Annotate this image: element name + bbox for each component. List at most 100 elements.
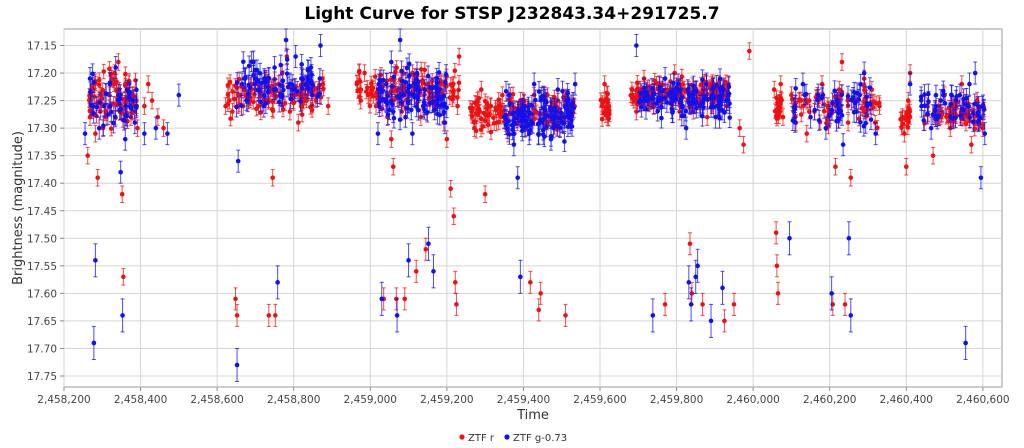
point-ztf-g xyxy=(384,100,390,106)
point-ztf-r xyxy=(969,142,974,147)
point-ztf-r xyxy=(354,81,360,87)
point-ztf-r xyxy=(484,101,490,107)
y-tick-label: 17.25 xyxy=(27,96,57,108)
point-ztf-r xyxy=(773,230,779,236)
point-ztf-g xyxy=(246,82,251,88)
data-points xyxy=(82,28,988,382)
point-ztf-r xyxy=(363,89,369,94)
point-ztf-g xyxy=(273,86,279,92)
point-ztf-g xyxy=(288,96,293,102)
point-ztf-r xyxy=(479,87,484,92)
point-ztf-g xyxy=(257,70,263,76)
point-ztf-r xyxy=(456,54,462,59)
point-ztf-r xyxy=(747,48,752,54)
x-tick-label: 2,458,200 xyxy=(37,394,90,406)
y-tick-label: 17.55 xyxy=(27,261,57,273)
point-ztf-r xyxy=(413,269,419,274)
point-ztf-r xyxy=(906,112,912,117)
point-ztf-g xyxy=(234,80,240,85)
point-ztf-g xyxy=(512,121,517,126)
point-ztf-r xyxy=(602,81,607,87)
point-ztf-r xyxy=(96,77,102,83)
point-ztf-r xyxy=(87,114,93,120)
point-ztf-r xyxy=(287,109,293,114)
point-ztf-r xyxy=(98,109,103,114)
point-ztf-r xyxy=(599,103,605,109)
point-ztf-g xyxy=(722,110,727,115)
point-ztf-g xyxy=(438,96,444,102)
point-ztf-g xyxy=(405,100,411,106)
point-ztf-r xyxy=(700,302,705,307)
point-ztf-g xyxy=(309,79,314,84)
point-ztf-g xyxy=(503,89,509,94)
point-ztf-r xyxy=(358,98,364,103)
y-tick-label: 17.65 xyxy=(27,316,57,328)
point-ztf-r xyxy=(780,114,786,120)
point-ztf-g xyxy=(526,104,531,110)
point-ztf-r xyxy=(902,131,907,136)
point-ztf-r xyxy=(804,131,810,136)
point-ztf-r xyxy=(233,296,238,302)
point-ztf-g xyxy=(552,121,557,127)
point-ztf-r xyxy=(491,115,496,121)
point-ztf-r xyxy=(223,103,228,109)
point-ztf-r xyxy=(980,125,986,131)
point-ztf-g xyxy=(243,75,248,80)
point-ztf-r xyxy=(390,164,396,169)
point-ztf-g xyxy=(399,68,404,74)
point-ztf-g xyxy=(560,88,565,94)
point-ztf-r xyxy=(839,59,845,65)
point-ztf-r xyxy=(93,131,98,136)
point-ztf-g xyxy=(529,103,535,108)
point-ztf-g xyxy=(298,99,303,104)
point-ztf-r xyxy=(836,87,842,92)
point-ztf-r xyxy=(475,111,481,117)
point-ztf-r xyxy=(488,129,494,135)
point-ztf-r xyxy=(448,186,453,192)
point-ztf-r xyxy=(325,103,331,109)
point-ztf-g xyxy=(544,124,549,130)
point-ztf-r xyxy=(494,120,499,125)
y-tick-label: 17.50 xyxy=(27,233,57,245)
point-ztf-g xyxy=(561,121,567,126)
point-ztf-g xyxy=(246,63,252,69)
point-ztf-g xyxy=(432,107,437,113)
point-ztf-r xyxy=(108,126,114,132)
point-ztf-g xyxy=(427,84,432,90)
point-ztf-r xyxy=(833,164,838,169)
point-ztf-r xyxy=(366,92,371,98)
point-ztf-g xyxy=(404,65,410,71)
point-ztf-g xyxy=(552,106,557,111)
point-ztf-r xyxy=(373,103,379,109)
point-ztf-r xyxy=(900,114,905,120)
point-ztf-r xyxy=(418,67,424,72)
point-ztf-r xyxy=(420,80,426,86)
point-ztf-g xyxy=(557,125,563,130)
point-ztf-g xyxy=(91,110,96,116)
x-tick-label: 2,459,800 xyxy=(650,394,703,406)
point-ztf-g xyxy=(94,104,100,110)
point-ztf-g xyxy=(276,99,282,105)
point-ztf-g xyxy=(422,87,427,92)
point-ztf-r xyxy=(778,81,784,87)
point-ztf-r xyxy=(798,98,804,103)
y-tick-label: 17.75 xyxy=(27,371,57,383)
point-ztf-r xyxy=(256,103,261,109)
point-ztf-r xyxy=(482,118,488,123)
y-tick-label: 17.20 xyxy=(27,68,57,80)
point-ztf-g xyxy=(416,107,421,113)
point-ztf-r xyxy=(602,98,608,103)
point-ztf-g xyxy=(542,134,547,139)
point-ztf-r xyxy=(482,191,488,197)
point-ztf-r xyxy=(737,125,743,131)
x-tick-label: 2,460,600 xyxy=(956,394,1009,406)
point-ztf-r xyxy=(775,291,781,296)
y-tick-label: 17.35 xyxy=(27,151,57,163)
point-ztf-r xyxy=(689,291,695,296)
point-ztf-g xyxy=(434,76,439,81)
point-ztf-r xyxy=(630,92,635,98)
point-ztf-r xyxy=(422,67,428,73)
point-ztf-r xyxy=(116,59,121,65)
point-ztf-r xyxy=(677,109,682,114)
point-ztf-r xyxy=(266,313,272,318)
